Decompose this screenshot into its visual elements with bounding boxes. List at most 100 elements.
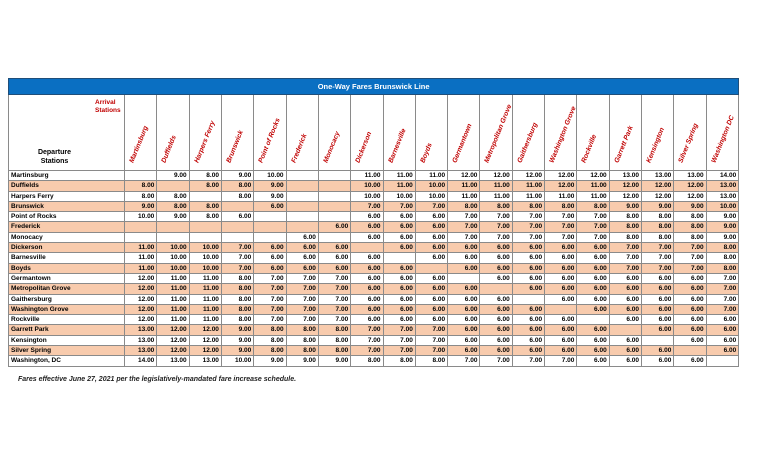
fare-cell: 7.00	[705, 283, 740, 295]
fare-cell: 13.00	[123, 324, 158, 336]
fare-row: Boyds 11.00 10.00 10.00 7.00 6.00 6.00 6.00 6.00…	[8, 262, 740, 274]
fare-cell: 6.00	[705, 334, 740, 347]
fare-cell: 7.00	[350, 345, 384, 357]
fare-cell: 11.00	[188, 283, 222, 295]
column-label: Frederick	[290, 132, 309, 164]
fare-cell: 9.00	[220, 324, 255, 336]
fare-cell: 11.00	[156, 314, 190, 326]
fare-cell: 6.00	[576, 345, 610, 357]
fare-cell: 12.00	[479, 169, 513, 182]
fare-cell: 6.00	[317, 242, 352, 254]
empty-cell	[414, 262, 449, 274]
fare-cell: 6.00	[544, 242, 578, 254]
fare-cell: 6.00	[382, 211, 416, 223]
fare-cell: 6.00	[544, 272, 578, 285]
fare-cell: 6.00	[544, 324, 578, 336]
fare-cell: 7.00	[253, 314, 287, 326]
fare-cell: 7.00	[220, 252, 255, 264]
fare-row: Washington Grove 12.00 11.00 11.00 8.00 7.00 7…	[8, 303, 740, 316]
fare-cell: 7.00	[253, 283, 287, 295]
empty-cell	[317, 180, 352, 192]
fare-cell: 8.00	[479, 200, 513, 213]
fare-cell: 6.00	[447, 283, 481, 295]
fare-cell: 6.00	[350, 314, 384, 326]
fare-row: Dickerson 11.00 10.00 10.00 7.00 6.00 6.00 6.00…	[8, 242, 740, 254]
column-header: Point of Rocks	[253, 94, 287, 171]
fare-cell: 6.00	[414, 314, 449, 326]
departure-station: Washington, DC	[8, 355, 125, 367]
fare-cell: 6.00	[220, 211, 255, 223]
fare-cell: 12.00	[123, 283, 158, 295]
fare-cell: 7.00	[705, 272, 740, 285]
fare-cell: 7.00	[317, 272, 352, 285]
fare-cell: 6.00	[640, 324, 675, 336]
fare-cell: 11.00	[576, 190, 610, 202]
fare-cell: 11.00	[511, 190, 546, 202]
fare-cell: 6.00	[576, 272, 610, 285]
fare-cell: 6.00	[350, 252, 384, 264]
fare-cell: 11.00	[447, 180, 481, 192]
fare-cell: 7.00	[285, 272, 319, 285]
fare-cell: 6.00	[253, 262, 287, 274]
column-header: Washington DC	[705, 94, 740, 171]
column-label: Metropolitan Grove	[483, 103, 513, 164]
fare-cell: 12.00	[156, 324, 190, 336]
empty-cell	[317, 190, 352, 202]
column-header: Dickerson	[350, 94, 384, 171]
departure-station: Metropolitan Grove	[8, 283, 125, 295]
fare-cell: 6.00	[576, 303, 610, 316]
fare-cell: 6.00	[317, 221, 352, 233]
fare-cell: 8.00	[285, 324, 319, 336]
fare-cell: 12.00	[188, 324, 222, 336]
fare-row: Point of Rocks 10.00 9.00 8.00 6.00 6.00 6.00 6…	[8, 211, 740, 223]
fare-cell: 9.00	[123, 200, 158, 213]
fare-cell: 6.00	[414, 272, 449, 285]
departure-station: Dickerson	[8, 242, 125, 254]
fare-cell: 6.00	[285, 262, 319, 274]
fare-cell: 7.00	[576, 221, 610, 233]
fare-cell: 6.00	[544, 345, 578, 357]
fare-cell: 6.00	[382, 283, 416, 295]
fare-cell: 7.00	[285, 314, 319, 326]
fare-cell: 8.00	[123, 190, 158, 202]
fare-cell: 6.00	[511, 345, 546, 357]
fare-cell: 7.00	[511, 221, 546, 233]
fare-cell: 6.00	[447, 303, 481, 316]
fare-cell: 12.00	[608, 190, 643, 202]
fare-row: Kensington 13.00 12.00 12.00 9.00 8.00 8.00 8.0…	[8, 334, 740, 347]
empty-cell	[156, 221, 190, 233]
column-header: Kensington	[640, 94, 675, 171]
fare-cell: 6.00	[511, 283, 546, 295]
fare-row: Rockville 12.00 11.00 11.00 8.00 7.00 7.00 7.00…	[8, 314, 740, 326]
empty-cell	[447, 272, 481, 285]
fare-cell: 6.00	[317, 252, 352, 264]
fare-cell: 12.00	[673, 180, 707, 192]
fare-row: Barnesville 11.00 10.00 10.00 7.00 6.00 6.00 6.…	[8, 252, 740, 264]
fare-cell: 8.00	[253, 324, 287, 336]
column-header: Harpers Ferry	[188, 94, 222, 171]
fare-cell: 9.00	[705, 221, 740, 233]
column-header: Duffields	[156, 94, 190, 171]
column-label: Washington DC	[710, 114, 736, 164]
fare-cell: 12.00	[123, 293, 158, 305]
fare-cell: 9.00	[608, 200, 643, 213]
fare-cell: 11.00	[156, 272, 190, 285]
fare-cell: 6.00	[447, 252, 481, 264]
empty-cell	[220, 231, 255, 244]
fare-cell: 13.00	[608, 169, 643, 182]
fare-cell: 13.00	[673, 169, 707, 182]
fare-cell: 6.00	[576, 334, 610, 347]
fare-cell: 8.00	[220, 272, 255, 285]
fare-cell: 7.00	[673, 252, 707, 264]
fare-cell: 7.00	[253, 303, 287, 316]
arrival-label: Arrival Stations	[95, 99, 121, 114]
fare-cell: 11.00	[156, 303, 190, 316]
fare-cell: 6.00	[705, 324, 740, 336]
fare-cell: 12.00	[156, 345, 190, 357]
fare-cell: 7.00	[705, 303, 740, 316]
departure-station: Point of Rocks	[8, 211, 125, 223]
fare-cell: 6.00	[285, 242, 319, 254]
fare-cell: 6.00	[608, 293, 643, 305]
fare-cell: 6.00	[511, 303, 546, 316]
fare-cell: 8.00	[705, 252, 740, 264]
